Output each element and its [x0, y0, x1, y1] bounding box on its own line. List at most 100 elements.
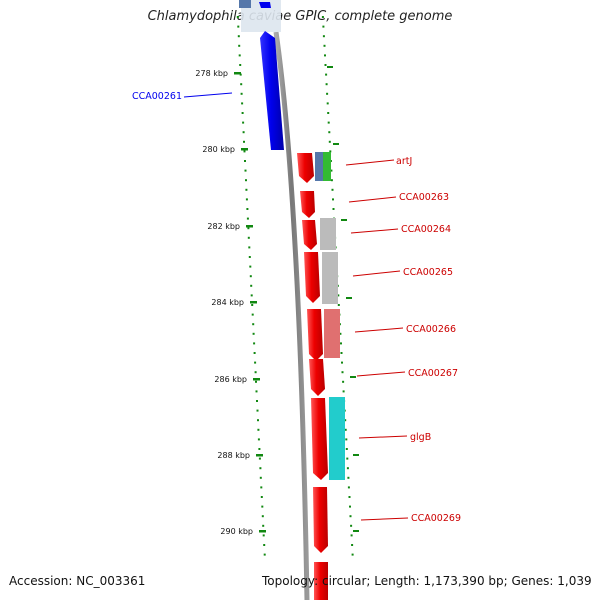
gene-label: CCA00264	[401, 224, 451, 235]
tick-mark	[241, 148, 248, 151]
track-mark	[341, 219, 347, 221]
track-dot	[340, 352, 343, 354]
cog-artj-blue	[315, 152, 323, 181]
track-dot	[325, 73, 328, 76]
track-dot	[259, 476, 262, 479]
track-mark	[353, 454, 359, 456]
track-dot	[241, 112, 244, 114]
track-dot	[241, 102, 244, 105]
tick-label: 290 kbp	[220, 527, 253, 536]
gene-cca00267	[309, 359, 325, 396]
track-mark	[350, 376, 356, 378]
cog-cca00266-salmon	[324, 309, 340, 358]
gene-cca00265	[304, 252, 320, 303]
tick-mark	[259, 530, 266, 533]
reverse-strand-genes	[297, 153, 328, 600]
track-dot	[237, 25, 240, 28]
track-dot	[330, 179, 333, 182]
label-leader-line	[350, 228, 399, 234]
track-dot	[263, 544, 266, 546]
gene-label: glgB	[410, 432, 431, 443]
track-dot	[337, 294, 340, 297]
track-dot	[326, 102, 329, 105]
track-mark	[353, 530, 359, 532]
track-dot	[344, 428, 347, 431]
gene-next	[314, 562, 328, 600]
inner-dotted-track	[236, 16, 266, 556]
gene-label: artJ	[396, 156, 412, 167]
track-dot	[252, 332, 255, 335]
track-dot	[254, 361, 257, 364]
cog-cca00265-gray	[322, 252, 338, 304]
track-dot	[349, 515, 352, 518]
track-dot	[255, 380, 257, 383]
gene-cca00261-body	[260, 31, 284, 150]
track-dot	[326, 92, 329, 95]
gene-cca00261	[259, 2, 271, 8]
tick-label: 286 kbp	[214, 375, 247, 384]
tick-mark	[253, 378, 260, 381]
track-dot	[325, 83, 328, 86]
track-dot	[261, 515, 264, 518]
map-title: Chlamydophila caviae GPIC, complete geno…	[147, 9, 453, 24]
gene-label: CCA00263	[399, 192, 449, 203]
gene-artj	[297, 153, 314, 183]
track-dot	[351, 553, 354, 556]
track-dot	[250, 294, 253, 297]
track-dot	[254, 371, 257, 374]
track-dot	[260, 486, 263, 489]
track-dot	[331, 188, 334, 191]
track-mark	[333, 143, 339, 145]
track-dot	[322, 35, 325, 38]
gene-label: CCA00267	[408, 368, 458, 379]
track-dot	[244, 169, 247, 172]
track-dot	[251, 313, 254, 316]
track-dot	[339, 332, 342, 335]
gene-cca00266	[307, 309, 323, 361]
track-dot	[346, 467, 349, 470]
cog-track	[315, 152, 345, 480]
track-dot	[341, 361, 343, 364]
track-dot	[236, 16, 239, 18]
track-dot	[257, 419, 259, 422]
track-dot	[332, 208, 335, 210]
track-dot	[257, 428, 260, 431]
track-dot	[243, 140, 245, 143]
track-dot	[239, 64, 242, 66]
gene-forward-top	[239, 0, 251, 8]
track-dot	[340, 342, 342, 345]
track-dot	[324, 54, 326, 57]
track-dot	[327, 121, 330, 124]
track-dot	[324, 64, 327, 66]
track-dot	[342, 390, 345, 393]
tick-mark	[234, 72, 241, 75]
track-dot	[255, 390, 258, 393]
track-dot	[252, 323, 255, 326]
gene-cca00263	[300, 191, 315, 218]
gene-label: CCA00261	[132, 91, 182, 102]
track-dot	[253, 352, 256, 354]
track-dot	[257, 438, 260, 441]
gene-label: CCA00266	[406, 324, 456, 335]
tick-mark	[256, 454, 263, 457]
track-dot	[249, 265, 252, 268]
track-dot	[346, 457, 349, 460]
track-dot	[262, 524, 265, 527]
tick-label: 282 kbp	[207, 222, 240, 231]
gene-glgb	[311, 398, 328, 480]
track-dot	[350, 524, 353, 527]
track-dot	[259, 467, 262, 470]
track-dot	[351, 544, 354, 546]
label-leader-line	[345, 159, 395, 166]
track-dot	[328, 140, 331, 143]
track-dot	[246, 208, 249, 210]
track-dot	[262, 534, 265, 537]
track-dot	[342, 380, 345, 383]
track-dot	[350, 534, 353, 537]
track-dot	[245, 188, 248, 191]
track-dot	[341, 371, 344, 374]
gene-cca00264	[302, 220, 317, 250]
tick-label: 280 kbp	[202, 145, 235, 154]
track-dot	[349, 505, 351, 508]
topology-text: Topology: circular; Length: 1,173,390 bp…	[262, 574, 592, 588]
